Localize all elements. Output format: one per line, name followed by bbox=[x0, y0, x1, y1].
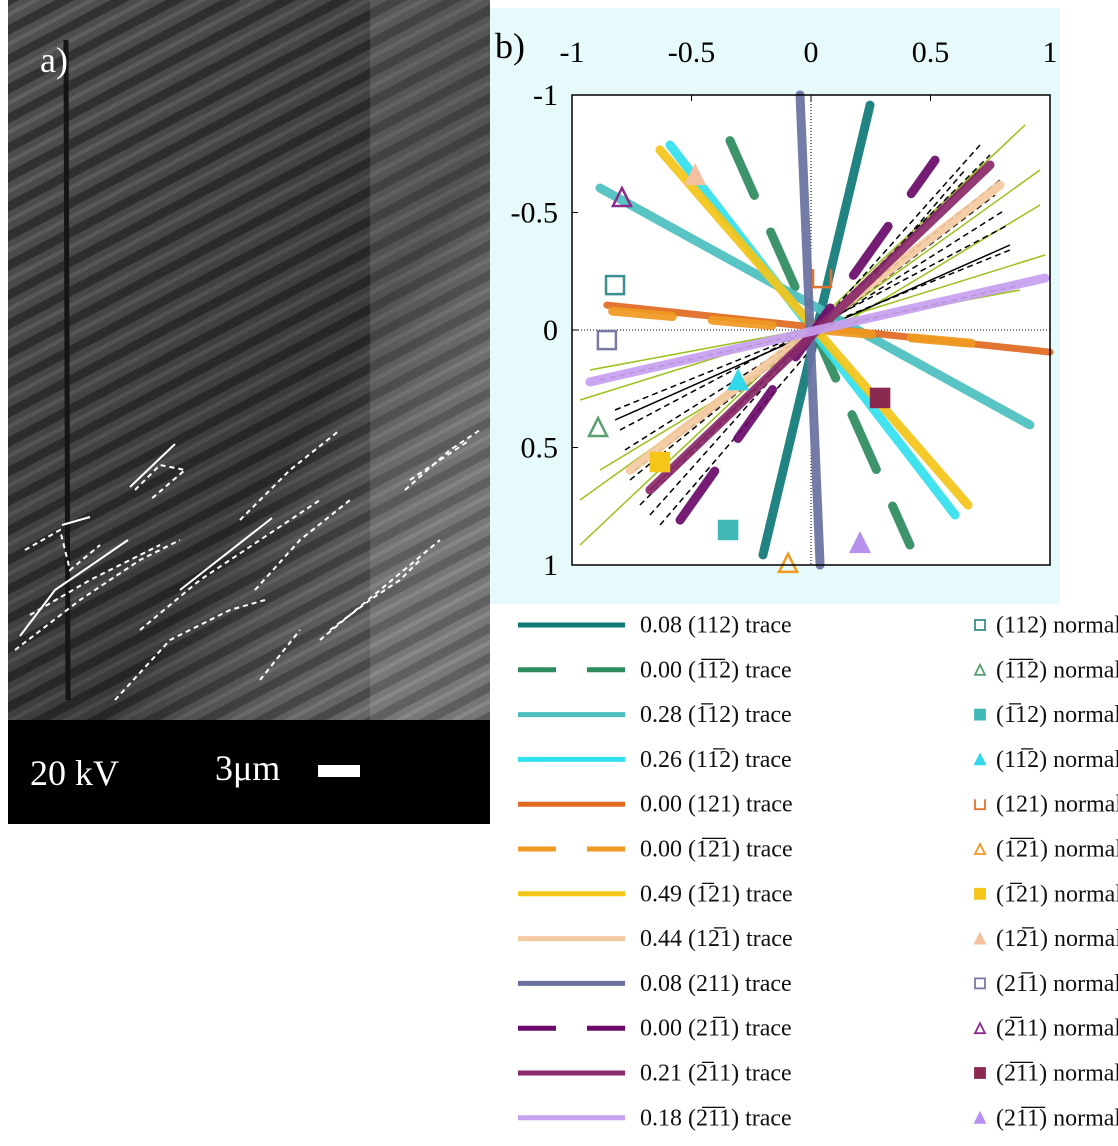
legend-marker bbox=[974, 977, 986, 990]
legend-marker bbox=[973, 931, 987, 945]
panel-a: a) 20 kV 3μm bbox=[8, 0, 490, 824]
slip-line bbox=[179, 517, 273, 591]
scale-bar bbox=[318, 765, 360, 777]
plot-frame bbox=[571, 94, 1051, 566]
normal-marker bbox=[777, 551, 800, 574]
legend-marker bbox=[973, 662, 987, 676]
legend-label: (121) normal bbox=[996, 792, 1118, 818]
legend-marker bbox=[973, 752, 987, 766]
legend-label: (1̅21) normal bbox=[996, 881, 1118, 907]
sem-boundary bbox=[63, 39, 71, 701]
x-tick-label: -1 bbox=[560, 36, 585, 69]
normal-marker bbox=[684, 163, 707, 186]
legend-marker bbox=[974, 619, 986, 631]
info-bar bbox=[8, 720, 490, 824]
legend-marker bbox=[973, 841, 987, 855]
sem-grain bbox=[370, 0, 490, 720]
y-tick-label: -0.5 bbox=[511, 197, 559, 230]
legend-label: (11̅2) normal bbox=[996, 747, 1118, 773]
legend-marker bbox=[973, 1110, 987, 1124]
x-tick-label: 0.5 bbox=[912, 36, 950, 69]
legend: 0.08 (112) trace 0.00 (1̅1̅2) trace 0.28 (… bbox=[518, 613, 1118, 1131]
legend-label: (21̅1) normal bbox=[996, 971, 1118, 997]
y-tick-label: -1 bbox=[533, 79, 558, 112]
legend-marker bbox=[974, 887, 986, 900]
x-tick-label: 0 bbox=[804, 36, 819, 69]
normal-marker bbox=[848, 531, 872, 554]
normal-marker bbox=[717, 519, 739, 541]
legend-label: 0.00 (21̅1) trace bbox=[640, 1016, 792, 1042]
legend-marker bbox=[974, 1067, 986, 1079]
legend-label: 0.44 (12̅1) trace bbox=[640, 926, 793, 952]
legend-label: 0.26 (11̅2) trace bbox=[640, 747, 792, 773]
x-tick-label: 1 bbox=[1043, 36, 1058, 69]
legend-label: (1̅2̅1) normal bbox=[996, 837, 1118, 863]
legend-label: 0.21 (2̅11) trace bbox=[640, 1061, 792, 1087]
legend-label: 0.49 (1̅21) trace bbox=[640, 881, 793, 907]
y-tick-label: 0 bbox=[543, 314, 558, 347]
slip-annotations bbox=[14, 429, 481, 701]
legend-label: (112) normal bbox=[996, 613, 1118, 639]
legend-label: 0.08 (211) trace bbox=[640, 971, 792, 997]
legend-label: 0.18 (2̅1̅1) trace bbox=[640, 1105, 792, 1131]
legend-label: (2̅11) normal bbox=[996, 1016, 1118, 1042]
legend-marker bbox=[974, 799, 986, 811]
normal-marker bbox=[649, 451, 671, 473]
x-tick-label: -0.5 bbox=[668, 36, 716, 69]
legend-label: 0.08 (112) trace bbox=[640, 613, 792, 639]
y-tick-label: 1 bbox=[543, 549, 558, 582]
legend-label: 0.00 (1̅2̅1) trace bbox=[640, 837, 793, 863]
normal-marker bbox=[596, 329, 618, 351]
legend-marker bbox=[973, 1021, 987, 1035]
scale-label: 3μm bbox=[215, 748, 280, 788]
legend-label: (1̅1̅2) normal bbox=[996, 657, 1118, 683]
normal-marker bbox=[727, 368, 750, 391]
legend-marker bbox=[974, 708, 986, 721]
legend-label: (2̅1̅1) normal bbox=[996, 1061, 1118, 1087]
legend-label: 0.00 (1̅1̅2) trace bbox=[640, 657, 792, 683]
dashed-slip bbox=[14, 429, 481, 701]
legend-label: (21̅1̅) normal bbox=[996, 1105, 1118, 1131]
slip-line bbox=[19, 539, 129, 637]
normal-marker bbox=[869, 387, 891, 409]
panel-label: a) bbox=[40, 40, 68, 80]
panel-label: b) bbox=[495, 26, 525, 66]
y-tick-label: 0.5 bbox=[521, 432, 559, 465]
trace-line bbox=[595, 183, 1035, 430]
normal-marker bbox=[587, 415, 610, 438]
legend-label: 0.00 (121) trace bbox=[640, 792, 793, 818]
sem-shading bbox=[8, 0, 490, 720]
legend-label: (12̅1) normal bbox=[996, 926, 1118, 952]
slip-line bbox=[129, 443, 176, 488]
trace-line bbox=[585, 273, 1050, 387]
normal-marker bbox=[811, 269, 833, 289]
legend-label: 0.28 (1̅12) trace bbox=[640, 702, 792, 728]
normal-marker bbox=[604, 274, 626, 296]
legend-label: (1̅12) normal bbox=[996, 702, 1118, 728]
normal-marker bbox=[610, 185, 633, 208]
voltage-label: 20 kV bbox=[30, 753, 119, 793]
plot: -1 -0.5 0 0.5 1 -1 -0.5 0 0.5 1 bbox=[511, 36, 1058, 582]
slip-line bbox=[61, 516, 91, 526]
